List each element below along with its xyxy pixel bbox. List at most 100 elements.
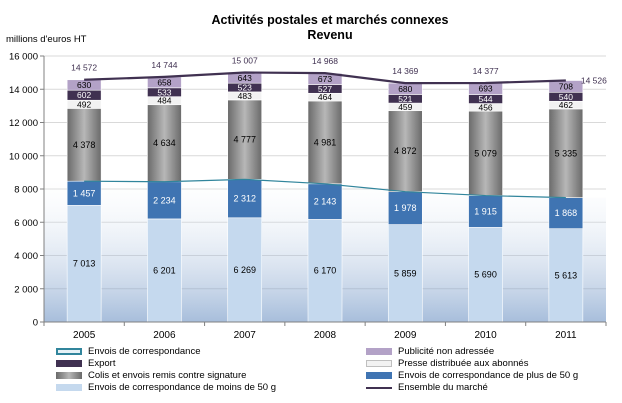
bar-value-label: 680	[398, 84, 412, 94]
y-tick-label: 0	[33, 318, 38, 329]
legend-swatch	[366, 360, 392, 367]
y-tick-label: 2 000	[14, 284, 38, 295]
bar-value-label: 540	[559, 92, 573, 102]
bar-segment	[227, 217, 263, 323]
bar-segment	[468, 195, 503, 228]
bar-segment	[548, 108, 584, 198]
bar-value-label: 693	[478, 84, 492, 94]
bar-segment	[387, 224, 423, 323]
bar-segment	[147, 218, 182, 323]
legend-label: Envois de correspondance	[88, 346, 201, 357]
legend-item-presse: Presse distribuée aux abonnés	[366, 358, 528, 369]
total-value-label: 14 572	[71, 63, 97, 73]
bar-value-label: 4 872	[394, 146, 417, 156]
bar-segment	[307, 100, 343, 185]
bar-segment	[227, 99, 263, 180]
line-ensemble-marche	[84, 71, 566, 85]
bar-segment	[307, 219, 343, 323]
bar-value-label: 6 170	[314, 266, 337, 276]
total-value-label: 14 968	[312, 56, 338, 66]
bar-layer	[66, 72, 584, 323]
legend-label: Publicité non adressée	[398, 346, 495, 357]
bar-segment	[387, 191, 423, 225]
bar-value-label: 4 777	[233, 135, 256, 145]
line-layer	[84, 71, 566, 199]
legend-label: Envois de correspondance de plus de 50 g	[398, 370, 579, 381]
legend-label: Ensemble du marché	[398, 382, 488, 393]
legend-swatch	[366, 372, 392, 379]
legend-swatch	[366, 386, 392, 389]
bar-value-label: 527	[318, 84, 332, 94]
total-value-label: 14 526	[581, 76, 607, 86]
chart-title: Activités postales et marchés connexes	[212, 13, 449, 27]
legend-label: Colis et envois remis contre signature	[88, 370, 247, 381]
bar-segment	[468, 110, 503, 196]
bar-value-label: 5 613	[555, 270, 578, 280]
y-tick-label: 12 000	[9, 118, 38, 129]
bar-value-label: 2 234	[153, 195, 176, 205]
x-tick-label: 2008	[314, 330, 337, 341]
bar-value-label: 484	[157, 96, 171, 106]
total-value-label: 15 007	[232, 56, 258, 66]
bar-value-label: 4 634	[153, 138, 176, 148]
legend-item-export: Export	[56, 358, 115, 369]
bar-value-label: 5 859	[394, 268, 417, 278]
y-tick-label: 16 000	[9, 52, 38, 63]
legend-item-plus-50g: Envois de correspondance de plus de 50 g	[366, 370, 578, 381]
bar-value-label: 456	[478, 102, 492, 112]
bar-segment	[66, 108, 102, 182]
bar-segment	[227, 179, 263, 219]
x-tick-label: 2010	[474, 330, 497, 341]
y-axis-label: millions d'euros HT	[6, 34, 87, 45]
bar-value-label: 602	[77, 90, 91, 100]
bar-value-label: 643	[238, 73, 252, 83]
legend-label: Envois de correspondance de moins de 50 …	[88, 382, 277, 393]
line-envois-correspondance	[84, 178, 566, 199]
bar-value-label: 7 013	[73, 259, 96, 269]
bar-value-label: 1 457	[73, 188, 96, 198]
y-tick-label: 8 000	[14, 185, 38, 196]
legend-item-moins-50g: Envois de correspondance de moins de 50 …	[56, 382, 276, 393]
bar-segment	[307, 183, 343, 220]
x-tick-label: 2011	[555, 330, 577, 341]
y-tick-label: 6 000	[14, 218, 38, 229]
legend-item-publicite: Publicité non adressée	[366, 346, 494, 357]
legend-label: Presse distribuée aux abonnés	[398, 358, 529, 369]
bar-segment	[66, 180, 102, 206]
bar-value-label: 5 335	[555, 148, 578, 158]
y-tick-label: 4 000	[14, 251, 38, 262]
bar-segment	[147, 104, 182, 183]
x-tick-label: 2009	[394, 330, 417, 341]
legend-swatch	[56, 384, 82, 391]
y-tick-label: 10 000	[9, 151, 38, 162]
bar-value-label: 483	[238, 91, 252, 101]
x-tick-label: 2005	[73, 330, 96, 341]
bar-value-label: 523	[238, 83, 252, 93]
bar-value-label: 5 079	[474, 148, 497, 158]
bar-segment	[548, 197, 584, 229]
legend-swatch	[56, 372, 82, 379]
bar-segment	[147, 181, 182, 220]
bar-value-label: 4 378	[73, 140, 96, 150]
x-tick-label: 2006	[153, 330, 176, 341]
bar-segment	[548, 228, 584, 323]
chart-subtitle: Revenu	[307, 28, 352, 42]
total-value-label: 14 377	[473, 66, 499, 76]
bar-value-label: 673	[318, 74, 332, 84]
bar-segment	[387, 110, 423, 193]
legend-item-ensemble: Ensemble du marché	[366, 382, 488, 393]
axis-layer: 0 2 000 4 000 6 000 8 000 10 000 12 000 14 000 1…	[9, 52, 607, 341]
bar-value-label: 4 981	[314, 137, 337, 147]
bar-value-label: 459	[398, 102, 412, 112]
bar-segment	[468, 227, 503, 323]
legend-label: Export	[88, 358, 116, 369]
bar-value-label: 2 312	[233, 194, 256, 204]
bar-value-label: 1 868	[555, 208, 578, 218]
x-tick-label: 2007	[234, 330, 257, 341]
legend-swatch	[56, 348, 82, 355]
bar-value-label: 630	[77, 80, 91, 90]
legend-swatch	[366, 348, 392, 355]
bar-value-label: 6 201	[153, 265, 176, 275]
